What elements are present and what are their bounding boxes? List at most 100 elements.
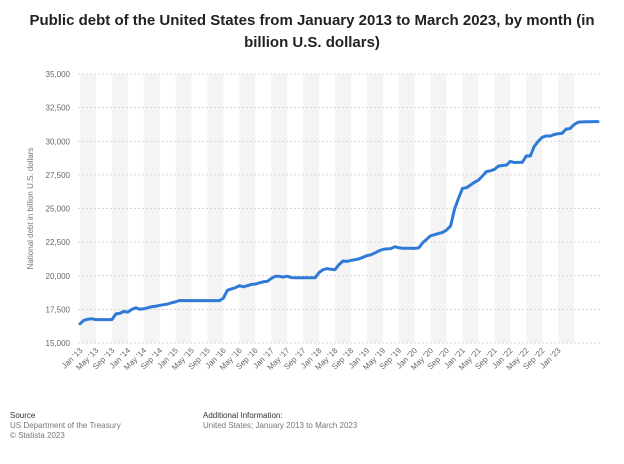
data-point <box>282 276 285 279</box>
data-point <box>557 132 560 135</box>
data-point <box>469 183 472 186</box>
data-point <box>262 280 265 283</box>
data-point <box>90 317 93 320</box>
y-tick-label: 22,500 <box>46 238 71 247</box>
copyright-line: © Statista 2023 <box>10 431 65 440</box>
data-point <box>310 276 313 279</box>
y-tick-label: 27,500 <box>46 171 71 180</box>
footer-source: Source US Department of the Treasury © S… <box>10 411 121 441</box>
data-point <box>126 311 129 314</box>
data-point <box>322 268 325 271</box>
data-point <box>489 169 492 172</box>
data-point <box>401 247 404 250</box>
data-point <box>449 224 452 227</box>
data-point <box>365 254 368 257</box>
data-point <box>453 208 456 211</box>
data-point <box>553 133 556 136</box>
data-point <box>585 120 588 123</box>
data-point <box>409 247 412 250</box>
data-point <box>481 174 484 177</box>
data-point <box>246 284 249 287</box>
data-point <box>238 284 241 287</box>
data-point <box>270 277 273 280</box>
y-tick-label: 20,000 <box>46 272 71 281</box>
data-point <box>597 120 600 123</box>
data-point <box>178 299 181 302</box>
y-grid-lines <box>78 73 600 344</box>
data-point <box>373 251 376 254</box>
data-point <box>210 299 213 302</box>
info-heading: Additional Information: <box>203 411 283 420</box>
data-point <box>302 276 305 279</box>
data-point <box>242 285 245 288</box>
y-tick-label: 25,000 <box>46 205 71 214</box>
data-point <box>465 186 468 189</box>
data-point <box>86 318 89 321</box>
data-point <box>473 181 476 184</box>
data-point <box>234 286 237 289</box>
data-point <box>110 318 113 321</box>
y-tick-label: 15,000 <box>46 339 71 348</box>
data-point <box>170 301 173 304</box>
data-point <box>485 170 488 173</box>
data-point <box>214 299 217 302</box>
data-point <box>437 232 440 235</box>
y-axis-label: National debt in billion U.S. dollars <box>26 148 35 270</box>
data-point <box>162 303 165 306</box>
data-point <box>166 302 169 305</box>
data-point <box>330 268 333 271</box>
data-point <box>202 299 205 302</box>
data-point <box>298 276 301 279</box>
data-point <box>266 280 269 283</box>
data-point <box>345 260 348 263</box>
line-chart: 15,000 17,500 20,000 22,500 25,000 27,500 30,0… <box>26 70 600 372</box>
data-point <box>593 120 596 123</box>
data-point <box>529 155 532 158</box>
data-point <box>194 299 197 302</box>
data-point <box>206 299 209 302</box>
data-point <box>385 247 388 250</box>
data-point <box>361 256 364 259</box>
data-point <box>258 281 261 284</box>
data-point <box>517 161 520 164</box>
y-tick-label: 17,500 <box>46 305 71 314</box>
data-point <box>497 165 500 168</box>
data-point <box>226 289 229 292</box>
data-point <box>118 312 121 315</box>
y-tick-labels: 15,000 17,500 20,000 22,500 25,000 27,500 30,0… <box>46 70 71 348</box>
data-point <box>286 275 289 278</box>
data-point <box>505 164 508 167</box>
data-point <box>158 304 161 307</box>
data-point <box>445 229 448 232</box>
source-line: US Department of the Treasury <box>10 421 121 430</box>
data-point <box>357 257 360 260</box>
info-line: United States; January 2013 to March 202… <box>203 421 358 430</box>
data-point <box>433 233 436 236</box>
data-point <box>250 283 253 286</box>
data-point <box>94 318 97 321</box>
data-point <box>545 134 548 137</box>
data-point <box>334 268 337 271</box>
chart-title: Public debt of the United States from Ja… <box>29 12 595 51</box>
data-point <box>122 310 125 313</box>
y-tick-label: 32,500 <box>46 104 71 113</box>
data-point <box>421 241 424 244</box>
data-point <box>561 132 564 135</box>
data-point <box>114 312 117 315</box>
data-point <box>254 283 257 286</box>
data-point <box>198 299 201 302</box>
data-point <box>341 259 344 262</box>
data-point <box>294 276 297 279</box>
data-point <box>102 318 105 321</box>
data-point <box>318 271 321 274</box>
data-point <box>326 267 329 270</box>
data-point <box>82 319 85 322</box>
data-point <box>377 249 380 252</box>
data-point <box>549 135 552 138</box>
data-point <box>174 300 177 303</box>
data-point <box>338 263 341 266</box>
data-point <box>457 197 460 200</box>
data-point <box>106 318 109 321</box>
data-point <box>425 238 428 241</box>
